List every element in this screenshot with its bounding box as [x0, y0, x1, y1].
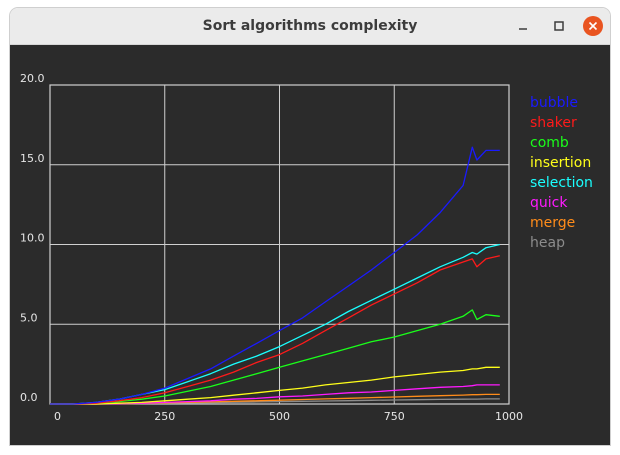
x-tick-label: 250 [154, 410, 175, 423]
legend-item-selection: selection [530, 175, 593, 191]
grid [49, 84, 510, 405]
legend-item-bubble: bubble [530, 95, 579, 111]
maximize-button[interactable] [549, 16, 569, 36]
y-tick-label: 5.0 [20, 311, 38, 324]
window-title: Sort algorithms complexity [202, 18, 418, 34]
app-window: Sort algorithms complexity 0 250 500 750 100… [10, 8, 610, 445]
series-line-bubble [50, 146, 500, 405]
x-tick-label: 750 [384, 410, 405, 423]
x-tick-label: 1000 [495, 410, 523, 423]
series-line-insertion [50, 366, 500, 405]
maximize-icon [554, 21, 564, 31]
line-chart: 0 250 500 750 1000 0.0 5.0 10.0 15.0 20.0 [20, 72, 523, 423]
legend-item-merge: merge [530, 215, 576, 231]
y-tick-label: 20.0 [20, 72, 45, 85]
series-line-comb [50, 309, 500, 405]
close-button[interactable] [583, 16, 603, 36]
y-tick-label: 15.0 [20, 152, 45, 165]
tick-labels: 0 250 500 750 1000 0.0 5.0 10.0 15.0 20.0 [20, 72, 523, 423]
chart-area: 0 250 500 750 1000 0.0 5.0 10.0 15.0 20.0 bubble s… [10, 45, 610, 445]
y-tick-label: 10.0 [20, 232, 45, 245]
legend-item-shaker: shaker [530, 115, 577, 131]
x-tick-label: 0 [54, 410, 61, 423]
series-lines [50, 146, 500, 405]
legend-item-insertion: insertion [530, 155, 592, 171]
x-tick-label: 500 [269, 410, 290, 423]
title-bar[interactable]: Sort algorithms complexity [10, 8, 610, 45]
legend-item-comb: comb [530, 135, 569, 151]
close-icon [588, 21, 598, 31]
legend-item-quick: quick [530, 195, 568, 211]
series-line-quick [50, 384, 500, 405]
minimize-button[interactable] [513, 16, 533, 36]
y-tick-label: 0.0 [20, 391, 38, 404]
legend-item-heap: heap [530, 235, 565, 251]
minimize-icon [519, 28, 527, 30]
series-line-shaker [50, 255, 500, 405]
